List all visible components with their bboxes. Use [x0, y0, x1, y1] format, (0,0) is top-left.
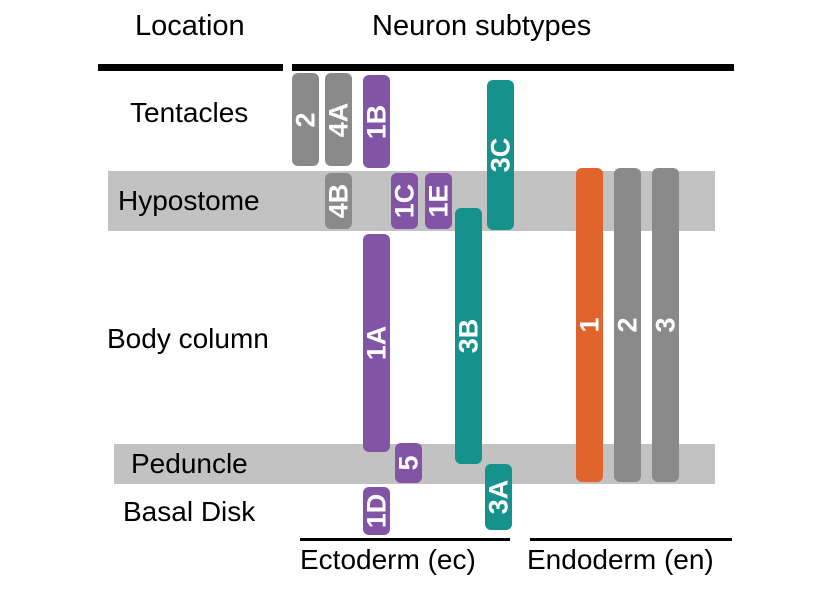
subtype-label-ec3C: 3C [485, 137, 515, 173]
location-basal-disk: Basal Disk [123, 496, 256, 527]
location-header-rule [98, 64, 283, 71]
location-tentacles: Tentacles [130, 97, 249, 128]
subtype-bar-en3: 3 [650, 168, 680, 482]
subtypes-header-rule [292, 64, 734, 71]
subtype-label-ec4B: 4B [323, 183, 353, 219]
subtype-label-ec3B: 3B [453, 318, 483, 354]
subtype-bar-ec1E: 1E [423, 173, 453, 229]
location-hypostome: Hypostome [118, 185, 260, 216]
subtype-label-ec3A: 3A [483, 479, 513, 515]
subtype-label-en1: 1 [574, 317, 604, 333]
subtype-label-ec5: 5 [393, 455, 423, 471]
endoderm-rule [530, 538, 732, 541]
ectoderm-rule [300, 538, 510, 541]
location-peduncle: Peduncle [131, 448, 248, 479]
subtype-bar-ec3B: 3B [453, 208, 483, 464]
subtype-label-ec1D: 1D [361, 493, 391, 529]
subtype-label-ec1C: 1C [389, 183, 419, 219]
subtype-label-ec2: 2 [290, 111, 320, 128]
subtype-bar-en2: 2 [612, 168, 642, 482]
subtype-bar-ec2: 2 [290, 73, 320, 166]
subtype-label-ec4A: 4A [323, 102, 353, 137]
subtype-bar-ec3A: 3A [483, 464, 513, 530]
subtype-label-en3: 3 [650, 317, 680, 333]
location-body-column: Body column [107, 323, 269, 354]
subtype-label-ec1E: 1E [423, 184, 453, 218]
subtype-bar-ec5: 5 [393, 443, 423, 483]
subtype-bar-ec3C: 3C [485, 80, 515, 230]
subtype-bar-en1: 1 [574, 168, 604, 482]
subtype-label-en2: 2 [612, 317, 642, 333]
ectoderm-label: Ectoderm (ec) [300, 544, 476, 575]
subtype-bar-ec4B: 4B [323, 173, 353, 229]
subtype-bar-ec1C: 1C [389, 173, 419, 229]
subtype-bar-ec1B: 1B [361, 75, 391, 168]
neuron-subtypes-header: Neuron subtypes [372, 10, 592, 42]
subtype-bar-ec1D: 1D [361, 487, 391, 535]
subtype-label-ec1A: 1A [361, 325, 391, 361]
location-header: Location [135, 10, 245, 42]
subtype-bar-ec1A: 1A [361, 234, 391, 452]
subtype-bar-ec4A: 4A [323, 73, 353, 166]
subtype-label-ec1B: 1B [361, 104, 391, 139]
endoderm-label: Endoderm (en) [527, 544, 714, 575]
